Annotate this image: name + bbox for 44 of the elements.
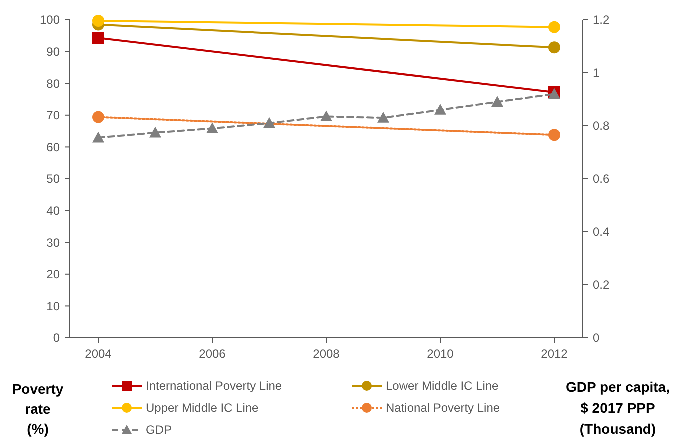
y-tick-label: 40 <box>46 204 60 218</box>
point <box>92 111 104 124</box>
point <box>492 96 504 107</box>
y-tick-label: 30 <box>46 236 60 250</box>
point <box>264 117 276 128</box>
y2-tick-label: 0.2 <box>593 278 610 292</box>
point <box>434 104 446 115</box>
y-tick-label: 80 <box>46 76 60 91</box>
point <box>92 132 104 143</box>
point <box>548 129 560 142</box>
point <box>320 110 332 122</box>
y-tick-label: 60 <box>46 140 60 154</box>
y-tick-label: 70 <box>46 108 60 123</box>
y2-tick-label: 0.4 <box>593 225 610 240</box>
y-tick-label: 50 <box>46 172 60 186</box>
legend-label: Lower Middle IC Line <box>386 379 500 394</box>
legend-label: National Poverty Line <box>386 401 500 416</box>
legend-label: GDP <box>146 423 172 438</box>
point <box>150 126 162 138</box>
y-tick-label: 10 <box>46 299 60 314</box>
x-tick-label: 2004 <box>85 347 112 361</box>
x-tick-label: 2008 <box>313 347 340 361</box>
y2-tick-label: 0.8 <box>593 119 610 134</box>
y2-tick-label: 0 <box>593 331 600 346</box>
y2-tick-label: 1.2 <box>593 13 610 28</box>
point <box>206 122 218 134</box>
point <box>378 112 390 123</box>
legend-label: International Poverty Line <box>146 379 282 394</box>
y2-tick-label: 1 <box>593 66 600 80</box>
point <box>548 42 560 54</box>
point <box>92 32 104 44</box>
x-tick-label: 2006 <box>199 347 226 361</box>
x-tick-label: 2010 <box>427 347 454 361</box>
y2-axis-title: GDP per capita, $ 2017 PPP (Thousand) <box>566 379 670 437</box>
point <box>548 21 560 34</box>
y-tick-label: 20 <box>46 268 60 282</box>
y-tick-label: 0 <box>53 331 60 346</box>
point <box>92 14 104 27</box>
y-tick-label: 100 <box>40 13 60 28</box>
y-axis-title: Poverty rate (%) <box>12 381 64 437</box>
y2-tick-label: 0.6 <box>593 172 610 186</box>
x-tick-label: 2012 <box>541 347 568 361</box>
legend-label: Upper Middle IC Line <box>146 401 260 416</box>
y-tick-label: 90 <box>46 45 60 59</box>
